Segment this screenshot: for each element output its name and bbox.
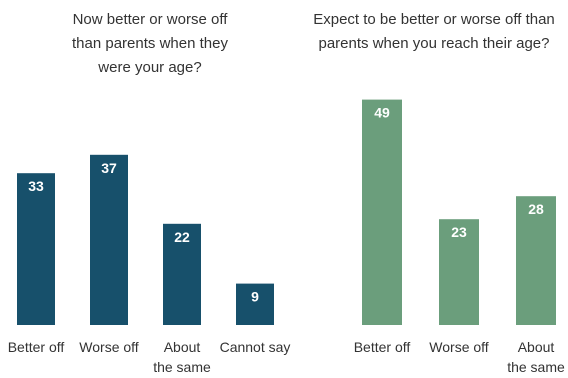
chart-left-title: Now better or worse off than parents whe…: [0, 8, 300, 80]
chart-right-title-line: Expect to be better or worse off than: [313, 11, 555, 28]
category-label: the same: [507, 359, 565, 375]
bar-2: [516, 196, 556, 325]
bar-2: [163, 223, 201, 325]
category-label: About: [164, 339, 201, 355]
chart-right-title: Expect to be better or worse off than pa…: [300, 8, 568, 56]
category-label: Better off: [8, 339, 65, 355]
chart-left-title-line: were your age?: [98, 59, 202, 76]
chart-left-title-line: Now better or worse off: [72, 11, 228, 28]
bar-value-label: 37: [101, 160, 117, 176]
chart-left-title-line: than parents when they: [72, 35, 228, 52]
bar-value-label: 33: [28, 178, 44, 194]
chart-right-title-line: parents when you reach their age?: [318, 35, 550, 52]
category-label: About: [518, 339, 555, 355]
category-label: Worse off: [79, 339, 139, 355]
bar-1: [439, 219, 479, 325]
bar-value-label: 49: [374, 105, 390, 121]
bar-0: [17, 173, 55, 325]
bar-value-label: 23: [451, 224, 467, 240]
category-label: the same: [153, 359, 211, 375]
bar-3: [236, 283, 274, 325]
bar-0: [362, 99, 402, 325]
category-label: Better off: [354, 339, 411, 355]
bar-value-label: 22: [174, 229, 190, 245]
category-label: Worse off: [429, 339, 489, 355]
bar-value-label: 9: [251, 289, 259, 305]
chart-left: Now better or worse off than parents whe…: [0, 8, 300, 375]
bar-value-label: 28: [528, 201, 544, 217]
chart-left-plot: 33 Better off 37 Worse off 22 About the same 9 C…: [8, 154, 291, 375]
chart-right: Expect to be better or worse off than pa…: [300, 0, 568, 378]
category-label: Cannot say: [220, 339, 291, 355]
chart-right-plot: 49 Better off 23 Worse off 28 About the same: [354, 99, 565, 375]
bar-1: [90, 154, 128, 325]
